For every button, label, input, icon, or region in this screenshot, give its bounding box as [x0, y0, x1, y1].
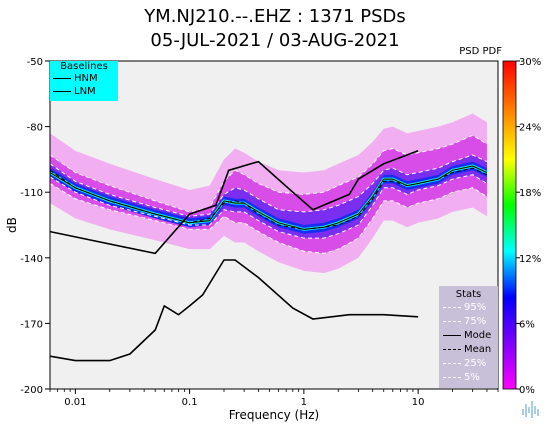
- chart-title-line2: 05-JUL-2021 / 03-AUG-2021: [150, 30, 400, 51]
- y-tick-label: -170: [20, 319, 43, 330]
- y-axis-label: dB: [5, 217, 19, 233]
- stat-lines-layer: [50, 134, 488, 362]
- legend-label: HNM: [74, 73, 98, 84]
- stat-line-p5: [50, 183, 488, 254]
- colorbar: [502, 60, 517, 390]
- legend-item-mean: Mean: [439, 342, 498, 356]
- obspy-logo-icon: [520, 398, 542, 420]
- legend-item-p75: 75%: [439, 314, 498, 328]
- legend-label: 95%: [464, 301, 487, 313]
- legend-label: Mean: [464, 343, 492, 355]
- colorbar-tick-label: 12%: [519, 254, 541, 265]
- x-tick-label: 10: [412, 397, 425, 408]
- legend-item-p95: 95%: [439, 300, 498, 314]
- y-tick-label: -110: [20, 188, 43, 199]
- x-tick-label: 0.1: [182, 397, 198, 408]
- chart-title-line1: YM.NJ210.--.EHZ : 1371 PSDs: [144, 6, 406, 27]
- x-tick-label: 1: [301, 397, 307, 408]
- x-tick-label: 0.01: [64, 397, 86, 408]
- legend-label: 5%: [464, 371, 480, 383]
- psd-pdf-label: PSD PDF: [459, 46, 502, 57]
- baseline-lnm: [50, 259, 419, 362]
- legend-item-p25: 25%: [439, 356, 498, 370]
- legend-label: LNM: [74, 86, 96, 97]
- colorbar-tick-label: 18%: [519, 188, 541, 199]
- stat-line-p25: [50, 174, 488, 239]
- legend-item-lnm: LNM: [50, 85, 118, 98]
- legend-label: 75%: [464, 315, 487, 327]
- stat-line-p95: [50, 134, 488, 213]
- density-band-5-95: [50, 135, 487, 254]
- colorbar-ticks: 0% 6% 12% 18% 24% 30%: [516, 57, 541, 396]
- colorbar-tick-label: 6%: [519, 319, 535, 330]
- legend-item-mode: Mode: [439, 328, 498, 342]
- x-axis-label: Frequency (Hz): [229, 408, 320, 422]
- legend-item-hnm: HNM: [50, 72, 118, 85]
- y-tick-label: -80: [27, 123, 43, 134]
- legend-label: 25%: [464, 357, 487, 369]
- baseline-hnm: [50, 149, 419, 255]
- colorbar-tick-label: 24%: [519, 123, 541, 134]
- stat-line-mean: [50, 167, 488, 230]
- plot-frame: [49, 60, 499, 390]
- stat-line-p75: [50, 154, 488, 217]
- y-tick-label: -140: [20, 254, 43, 265]
- legend-item-p5: 5%: [439, 370, 498, 384]
- colorbar-tick-label: 30%: [519, 57, 541, 68]
- baselines-legend: Baselines HNM LNM: [50, 61, 118, 101]
- colorbar-tick-label: 0%: [519, 385, 535, 396]
- y-tick-label: -50: [27, 57, 43, 68]
- legend-label: Mode: [464, 329, 492, 341]
- axes-layer: 0.01 0.1 1 10 -50 -80 -110 -140 -170 -200: [20, 57, 499, 408]
- stats-legend: Stats 95% 75% Mode Mean 25% 5%: [439, 286, 498, 388]
- stats-legend-title: Stats: [455, 289, 482, 300]
- baselines-legend-title: Baselines: [60, 61, 108, 72]
- y-tick-label: -200: [20, 385, 43, 396]
